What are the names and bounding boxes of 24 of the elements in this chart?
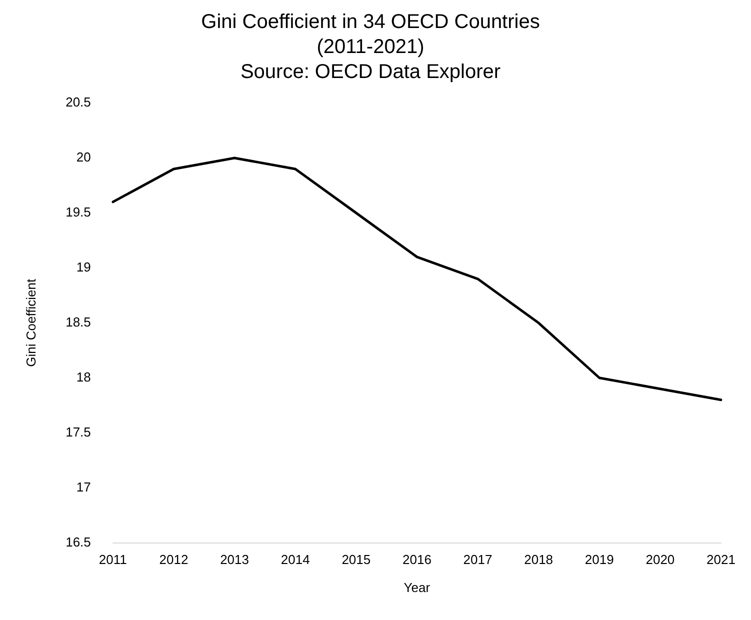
x-tick-label: 2021 <box>706 552 736 568</box>
y-tick-label: 18.5 <box>66 314 91 330</box>
y-tick-label: 18 <box>76 369 91 384</box>
x-tick-label: 2019 <box>584 552 614 568</box>
x-tick-label: 2013 <box>220 552 249 568</box>
x-tick-label: 2015 <box>342 552 371 568</box>
x-tick-label: 2011 <box>98 552 127 568</box>
x-tick-label: 2016 <box>402 552 432 568</box>
y-tick-label: 19 <box>76 260 91 275</box>
y-tick-label: 19.5 <box>66 204 91 220</box>
x-tick-label: 2017 <box>463 552 492 568</box>
y-tick-label: 20.5 <box>66 94 91 110</box>
x-tick-label: 2012 <box>159 552 188 568</box>
x-tick-label: 2014 <box>280 552 310 568</box>
y-tick-label: 17.5 <box>66 424 91 440</box>
y-tick-label: 17 <box>76 479 91 494</box>
x-axis-title: Year <box>404 580 431 595</box>
y-axis-title: Gini Coefficient <box>23 278 38 367</box>
y-tick-label: 16.5 <box>66 534 91 550</box>
source-note: Source: OECD Data Explorer <box>240 61 501 84</box>
y-tick-label: 20 <box>76 150 91 165</box>
chart-title: Gini Coefficient in 34 OECD Countries (2011-2021) <box>201 11 540 58</box>
x-tick-label: 2020 <box>646 552 675 568</box>
x-tick-label: 2018 <box>524 552 554 568</box>
